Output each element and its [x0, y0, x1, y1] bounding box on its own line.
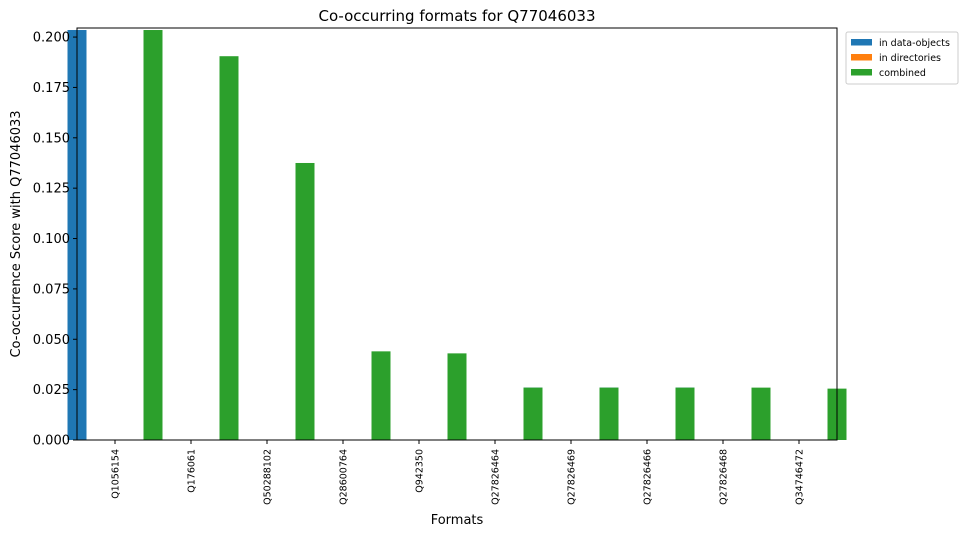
chart-title: Co-occurring formats for Q77046033 — [318, 7, 595, 25]
legend-label: in directories — [879, 53, 941, 64]
x-tick-label: Q50288102 — [263, 449, 274, 505]
legend-swatch — [851, 69, 872, 76]
bar-combined-Q176061 — [219, 56, 239, 440]
y-tick-label: 0.175 — [33, 81, 70, 96]
legend-box — [845, 31, 959, 85]
y-tick-label: 0.125 — [33, 182, 70, 197]
bar-combined-Q942350 — [447, 353, 467, 440]
y-axis: 0.000 0.025 0.050 0.075 0.100 0.125 0.150 0.175… — [33, 31, 77, 449]
legend-label: in data-objects — [879, 38, 950, 49]
y-tick-label: 0.200 — [33, 31, 70, 46]
bars-group — [67, 30, 847, 440]
bar-combined-Q27826468 — [751, 387, 771, 440]
y-tick-label: 0.075 — [33, 282, 70, 297]
legend-swatch — [851, 39, 872, 46]
y-tick-label: 0.100 — [33, 232, 70, 247]
x-tick-label: Q27826468 — [719, 449, 730, 505]
y-tick-label: 0.000 — [33, 434, 70, 449]
x-tick-label: Q27826464 — [491, 449, 502, 505]
y-axis-label: Co-occurrence Score with Q77046033 — [9, 110, 24, 357]
x-tick-label: Q34746472 — [795, 449, 806, 505]
legend-label: combined — [879, 68, 926, 79]
x-tick-label: Q176061 — [187, 449, 198, 493]
bar-combined-Q1056154 — [143, 30, 163, 440]
x-tick-label: Q27826469 — [567, 449, 578, 505]
legend-swatch — [851, 54, 872, 61]
bar-combined-Q27826466 — [675, 387, 695, 440]
bar-combined-Q27826464 — [523, 387, 543, 440]
legend: in data-objects in directories combined — [845, 31, 959, 85]
x-tick-label: Q27826466 — [643, 449, 654, 505]
bar-combined-Q27826469 — [599, 387, 619, 440]
y-tick-label: 0.150 — [33, 131, 70, 146]
y-tick-label: 0.025 — [33, 383, 70, 398]
plot-frame — [76, 27, 838, 441]
x-axis: Q1056154 Q176061 Q50288102 Q28600764 Q942350… — [111, 440, 806, 505]
x-tick-label: Q942350 — [415, 449, 426, 493]
bar-combined-Q50288102 — [295, 162, 315, 440]
bar-combined-Q28600764 — [371, 351, 391, 440]
y-tick-label: 0.050 — [33, 333, 70, 348]
x-axis-label: Formats — [431, 513, 484, 528]
x-tick-label: Q28600764 — [339, 449, 350, 505]
x-tick-label: Q1056154 — [111, 449, 122, 499]
